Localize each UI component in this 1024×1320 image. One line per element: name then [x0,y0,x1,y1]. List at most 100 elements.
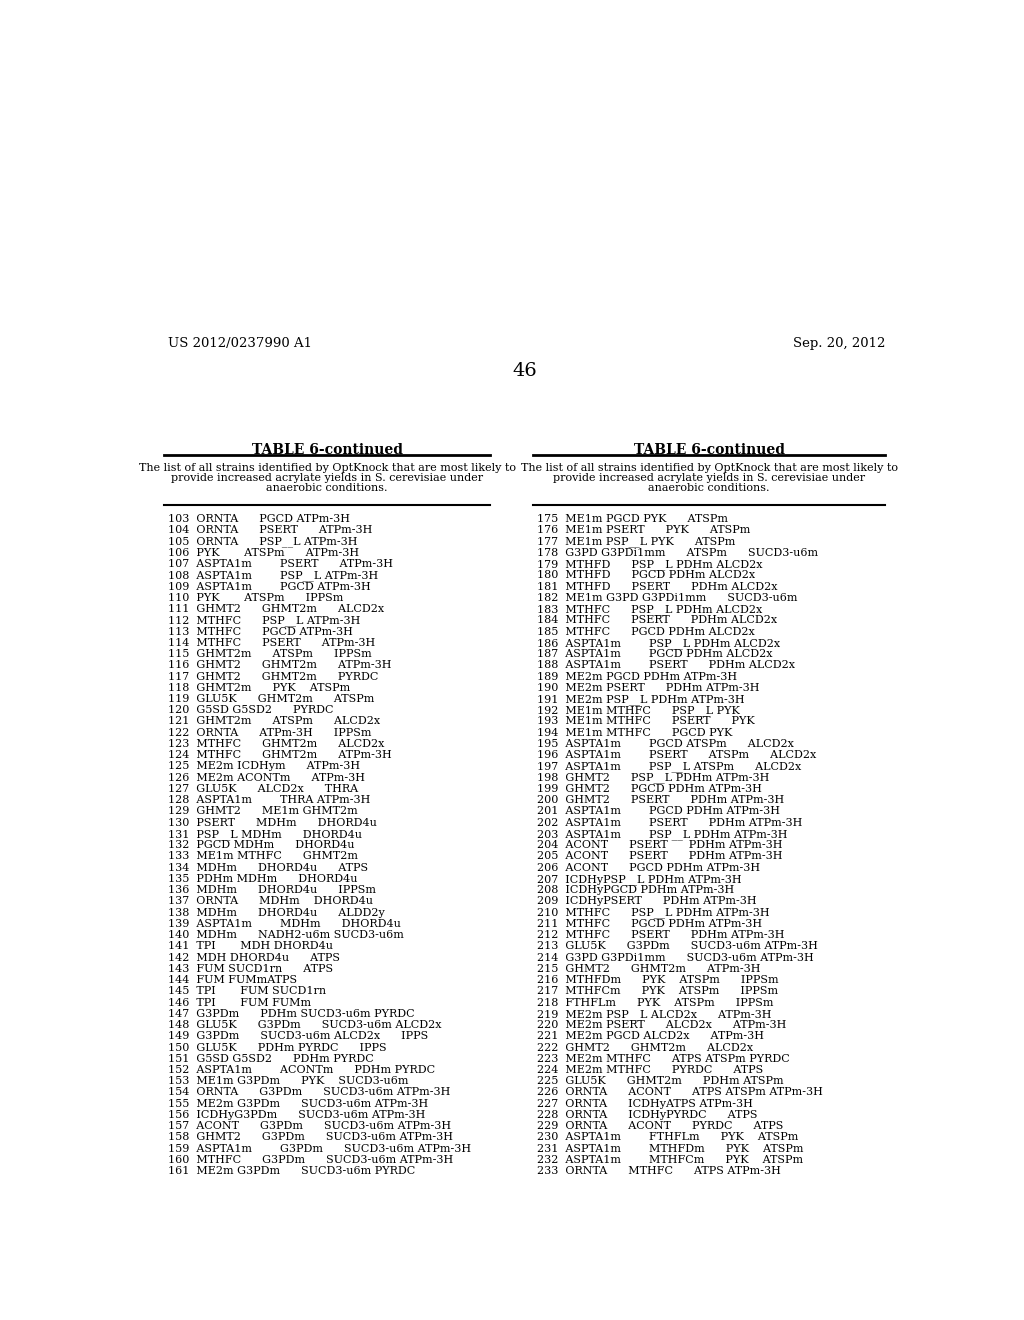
Text: 229  ORNTA      ACONT      PYRDC      ATPS: 229 ORNTA ACONT PYRDC ATPS [538,1121,783,1131]
Text: 187  ASPTA1m        PGCD PDHm ALCD2x: 187 ASPTA1m PGCD PDHm ALCD2x [538,649,773,659]
Text: 179  MTHFD      PSP__L PDHm ALCD2x: 179 MTHFD PSP__L PDHm ALCD2x [538,560,763,570]
Text: 182  ME1m G3PD G3PDi1mm      SUCD3-u6m: 182 ME1m G3PD G3PDi1mm SUCD3-u6m [538,593,798,603]
Text: 178  G3PD G3PDi1mm      ATSPm      SUCD3-u6m: 178 G3PD G3PDi1mm ATSPm SUCD3-u6m [538,548,818,558]
Text: 153  ME1m G3PDm      PYK    SUCD3-u6m: 153 ME1m G3PDm PYK SUCD3-u6m [168,1076,409,1086]
Text: anaerobic conditions.: anaerobic conditions. [266,483,388,494]
Text: 146  TPI       FUM FUMm: 146 TPI FUM FUMm [168,998,311,1007]
Text: provide increased acrylate yields in S. cerevisiae under: provide increased acrylate yields in S. … [553,473,865,483]
Text: 218  FTHFLm      PYK    ATSPm      IPPSm: 218 FTHFLm PYK ATSPm IPPSm [538,998,774,1007]
Text: 151  G5SD G5SD2      PDHm PYRDC: 151 G5SD G5SD2 PDHm PYRDC [168,1053,374,1064]
Text: 209  ICDHyPSERT      PDHm ATPm-3H: 209 ICDHyPSERT PDHm ATPm-3H [538,896,757,907]
Text: Sep. 20, 2012: Sep. 20, 2012 [793,337,885,350]
Text: 134  MDHm      DHORD4u      ATPS: 134 MDHm DHORD4u ATPS [168,863,369,873]
Text: The list of all strains identified by OptKnock that are most likely to: The list of all strains identified by Op… [521,462,898,473]
Text: 115  GHMT2m      ATSPm      IPPSm: 115 GHMT2m ATSPm IPPSm [168,649,372,659]
Text: 124  MTHFC      GHMT2m      ATPm-3H: 124 MTHFC GHMT2m ATPm-3H [168,750,392,760]
Text: 154  ORNTA      G3PDm      SUCD3-u6m ATPm-3H: 154 ORNTA G3PDm SUCD3-u6m ATPm-3H [168,1088,451,1097]
Text: 114  MTHFC      PSERT      ATPm-3H: 114 MTHFC PSERT ATPm-3H [168,638,376,648]
Text: 215  GHMT2      GHMT2m      ATPm-3H: 215 GHMT2 GHMT2m ATPm-3H [538,964,761,974]
Text: 221  ME2m PGCD ALCD2x      ATPm-3H: 221 ME2m PGCD ALCD2x ATPm-3H [538,1031,764,1041]
Text: 216  MTHFDm      PYK    ATSPm      IPPSm: 216 MTHFDm PYK ATSPm IPPSm [538,975,779,985]
Text: 199  GHMT2      PGCD PDHm ATPm-3H: 199 GHMT2 PGCD PDHm ATPm-3H [538,784,762,793]
Text: 219  ME2m PSP__L ALCD2x      ATPm-3H: 219 ME2m PSP__L ALCD2x ATPm-3H [538,1008,772,1019]
Text: 46: 46 [512,363,538,380]
Text: 135  PDHm MDHm      DHORD4u: 135 PDHm MDHm DHORD4u [168,874,357,884]
Text: TABLE 6-continued: TABLE 6-continued [252,444,402,457]
Text: 176  ME1m PSERT      PYK      ATSPm: 176 ME1m PSERT PYK ATSPm [538,525,751,536]
Text: 175  ME1m PGCD PYK      ATSPm: 175 ME1m PGCD PYK ATSPm [538,515,728,524]
Text: 127  GLU5K      ALCD2x      THRA: 127 GLU5K ALCD2x THRA [168,784,358,793]
Text: 110  PYK       ATSPm      IPPSm: 110 PYK ATSPm IPPSm [168,593,344,603]
Text: 223  ME2m MTHFC      ATPS ATSPm PYRDC: 223 ME2m MTHFC ATPS ATSPm PYRDC [538,1053,790,1064]
Text: 144  FUM FUMmATPS: 144 FUM FUMmATPS [168,975,297,985]
Text: 117  GHMT2      GHMT2m      PYRDC: 117 GHMT2 GHMT2m PYRDC [168,672,379,681]
Text: 122  ORNTA      ATPm-3H      IPPSm: 122 ORNTA ATPm-3H IPPSm [168,727,372,738]
Text: 214  G3PD G3PDi1mm      SUCD3-u6m ATPm-3H: 214 G3PD G3PDi1mm SUCD3-u6m ATPm-3H [538,953,814,962]
Text: 230  ASPTA1m        FTHFLm      PYK    ATSPm: 230 ASPTA1m FTHFLm PYK ATSPm [538,1133,799,1142]
Text: 181  MTHFD      PSERT      PDHm ALCD2x: 181 MTHFD PSERT PDHm ALCD2x [538,582,777,591]
Text: 197  ASPTA1m        PSP__L ATSPm      ALCD2x: 197 ASPTA1m PSP__L ATSPm ALCD2x [538,762,802,772]
Text: 125  ME2m ICDHym      ATPm-3H: 125 ME2m ICDHym ATPm-3H [168,762,360,771]
Text: 195  ASPTA1m        PGCD ATSPm      ALCD2x: 195 ASPTA1m PGCD ATSPm ALCD2x [538,739,794,748]
Text: 200  GHMT2      PSERT      PDHm ATPm-3H: 200 GHMT2 PSERT PDHm ATPm-3H [538,795,784,805]
Text: 113  MTHFC      PGCD ATPm-3H: 113 MTHFC PGCD ATPm-3H [168,627,353,636]
Text: provide increased acrylate yields in S. cerevisiae under: provide increased acrylate yields in S. … [171,473,483,483]
Text: 226  ORNTA      ACONT      ATPS ATSPm ATPm-3H: 226 ORNTA ACONT ATPS ATSPm ATPm-3H [538,1088,823,1097]
Text: 150  GLU5K      PDHm PYRDC      IPPS: 150 GLU5K PDHm PYRDC IPPS [168,1043,387,1052]
Text: 140  MDHm      NADH2-u6m SUCD3-u6m: 140 MDHm NADH2-u6m SUCD3-u6m [168,931,404,940]
Text: 121  GHMT2m      ATSPm      ALCD2x: 121 GHMT2m ATSPm ALCD2x [168,717,381,726]
Text: 105  ORNTA      PSP__L ATPm-3H: 105 ORNTA PSP__L ATPm-3H [168,537,357,548]
Text: 131  PSP__L MDHm      DHORD4u: 131 PSP__L MDHm DHORD4u [168,829,362,840]
Text: 196  ASPTA1m        PSERT      ATSPm      ALCD2x: 196 ASPTA1m PSERT ATSPm ALCD2x [538,750,816,760]
Text: 211  MTHFC      PGCD PDHm ATPm-3H: 211 MTHFC PGCD PDHm ATPm-3H [538,919,762,929]
Text: 158  GHMT2      G3PDm      SUCD3-u6m ATPm-3H: 158 GHMT2 G3PDm SUCD3-u6m ATPm-3H [168,1133,454,1142]
Text: 118  GHMT2m      PYK    ATSPm: 118 GHMT2m PYK ATSPm [168,682,350,693]
Text: 107  ASPTA1m        PSERT      ATPm-3H: 107 ASPTA1m PSERT ATPm-3H [168,560,393,569]
Text: 116  GHMT2      GHMT2m      ATPm-3H: 116 GHMT2 GHMT2m ATPm-3H [168,660,392,671]
Text: 233  ORNTA      MTHFC      ATPS ATPm-3H: 233 ORNTA MTHFC ATPS ATPm-3H [538,1166,781,1176]
Text: 210  MTHFC      PSP__L PDHm ATPm-3H: 210 MTHFC PSP__L PDHm ATPm-3H [538,908,770,919]
Text: 156  ICDHyG3PDm      SUCD3-u6m ATPm-3H: 156 ICDHyG3PDm SUCD3-u6m ATPm-3H [168,1110,426,1119]
Text: 227  ORNTA      ICDHyATPS ATPm-3H: 227 ORNTA ICDHyATPS ATPm-3H [538,1098,753,1109]
Text: 206  ACONT      PGCD PDHm ATPm-3H: 206 ACONT PGCD PDHm ATPm-3H [538,863,761,873]
Text: 185  MTHFC      PGCD PDHm ALCD2x: 185 MTHFC PGCD PDHm ALCD2x [538,627,755,636]
Text: 152  ASPTA1m        ACONTm      PDHm PYRDC: 152 ASPTA1m ACONTm PDHm PYRDC [168,1065,435,1074]
Text: 201  ASPTA1m        PGCD PDHm ATPm-3H: 201 ASPTA1m PGCD PDHm ATPm-3H [538,807,780,817]
Text: 147  G3PDm      PDHm SUCD3-u6m PYRDC: 147 G3PDm PDHm SUCD3-u6m PYRDC [168,1008,415,1019]
Text: 231  ASPTA1m        MTHFDm      PYK    ATSPm: 231 ASPTA1m MTHFDm PYK ATSPm [538,1143,804,1154]
Text: 133  ME1m MTHFC      GHMT2m: 133 ME1m MTHFC GHMT2m [168,851,358,862]
Text: 112  MTHFC      PSP__L ATPm-3H: 112 MTHFC PSP__L ATPm-3H [168,615,360,626]
Text: 232  ASPTA1m        MTHFCm      PYK    ATSPm: 232 ASPTA1m MTHFCm PYK ATSPm [538,1155,803,1166]
Text: 177  ME1m PSP__L PYK      ATSPm: 177 ME1m PSP__L PYK ATSPm [538,537,735,548]
Text: 111  GHMT2      GHMT2m      ALCD2x: 111 GHMT2 GHMT2m ALCD2x [168,605,384,614]
Text: TABLE 6-continued: TABLE 6-continued [634,444,784,457]
Text: US 2012/0237990 A1: US 2012/0237990 A1 [168,337,312,350]
Text: 224  ME2m MTHFC      PYRDC      ATPS: 224 ME2m MTHFC PYRDC ATPS [538,1065,764,1074]
Text: 159  ASPTA1m        G3PDm      SUCD3-u6m ATPm-3H: 159 ASPTA1m G3PDm SUCD3-u6m ATPm-3H [168,1143,471,1154]
Text: 141  TPI       MDH DHORD4u: 141 TPI MDH DHORD4u [168,941,333,952]
Text: 191  ME2m PSP__L PDHm ATPm-3H: 191 ME2m PSP__L PDHm ATPm-3H [538,694,744,705]
Text: 132  PGCD MDHm      DHORD4u: 132 PGCD MDHm DHORD4u [168,840,354,850]
Text: 220  ME2m PSERT      ALCD2x      ATPm-3H: 220 ME2m PSERT ALCD2x ATPm-3H [538,1020,786,1030]
Text: anaerobic conditions.: anaerobic conditions. [648,483,770,494]
Text: 161  ME2m G3PDm      SUCD3-u6m PYRDC: 161 ME2m G3PDm SUCD3-u6m PYRDC [168,1166,416,1176]
Text: 145  TPI       FUM SUCD1rn: 145 TPI FUM SUCD1rn [168,986,327,997]
Text: 137  ORNTA      MDHm    DHORD4u: 137 ORNTA MDHm DHORD4u [168,896,374,907]
Text: 157  ACONT      G3PDm      SUCD3-u6m ATPm-3H: 157 ACONT G3PDm SUCD3-u6m ATPm-3H [168,1121,452,1131]
Text: 198  GHMT2      PSP__L PDHm ATPm-3H: 198 GHMT2 PSP__L PDHm ATPm-3H [538,772,770,784]
Text: 149  G3PDm      SUCD3-u6m ALCD2x      IPPS: 149 G3PDm SUCD3-u6m ALCD2x IPPS [168,1031,429,1041]
Text: 129  GHMT2      ME1m GHMT2m: 129 GHMT2 ME1m GHMT2m [168,807,358,817]
Text: 184  MTHFC      PSERT      PDHm ALCD2x: 184 MTHFC PSERT PDHm ALCD2x [538,615,777,626]
Text: 204  ACONT      PSERT      PDHm ATPm-3H: 204 ACONT PSERT PDHm ATPm-3H [538,840,782,850]
Text: 205  ACONT      PSERT      PDHm ATPm-3H: 205 ACONT PSERT PDHm ATPm-3H [538,851,782,862]
Text: 148  GLU5K      G3PDm      SUCD3-u6m ALCD2x: 148 GLU5K G3PDm SUCD3-u6m ALCD2x [168,1020,441,1030]
Text: 108  ASPTA1m        PSP__L ATPm-3H: 108 ASPTA1m PSP__L ATPm-3H [168,570,379,581]
Text: 189  ME2m PGCD PDHm ATPm-3H: 189 ME2m PGCD PDHm ATPm-3H [538,672,737,681]
Text: 193  ME1m MTHFC      PSERT      PYK: 193 ME1m MTHFC PSERT PYK [538,717,755,726]
Text: 130  PSERT      MDHm      DHORD4u: 130 PSERT MDHm DHORD4u [168,817,377,828]
Text: 109  ASPTA1m        PGCD ATPm-3H: 109 ASPTA1m PGCD ATPm-3H [168,582,371,591]
Text: 126  ME2m ACONTm      ATPm-3H: 126 ME2m ACONTm ATPm-3H [168,772,366,783]
Text: 104  ORNTA      PSERT      ATPm-3H: 104 ORNTA PSERT ATPm-3H [168,525,373,536]
Text: 202  ASPTA1m        PSERT      PDHm ATPm-3H: 202 ASPTA1m PSERT PDHm ATPm-3H [538,817,803,828]
Text: 120  G5SD G5SD2      PYRDC: 120 G5SD G5SD2 PYRDC [168,705,334,715]
